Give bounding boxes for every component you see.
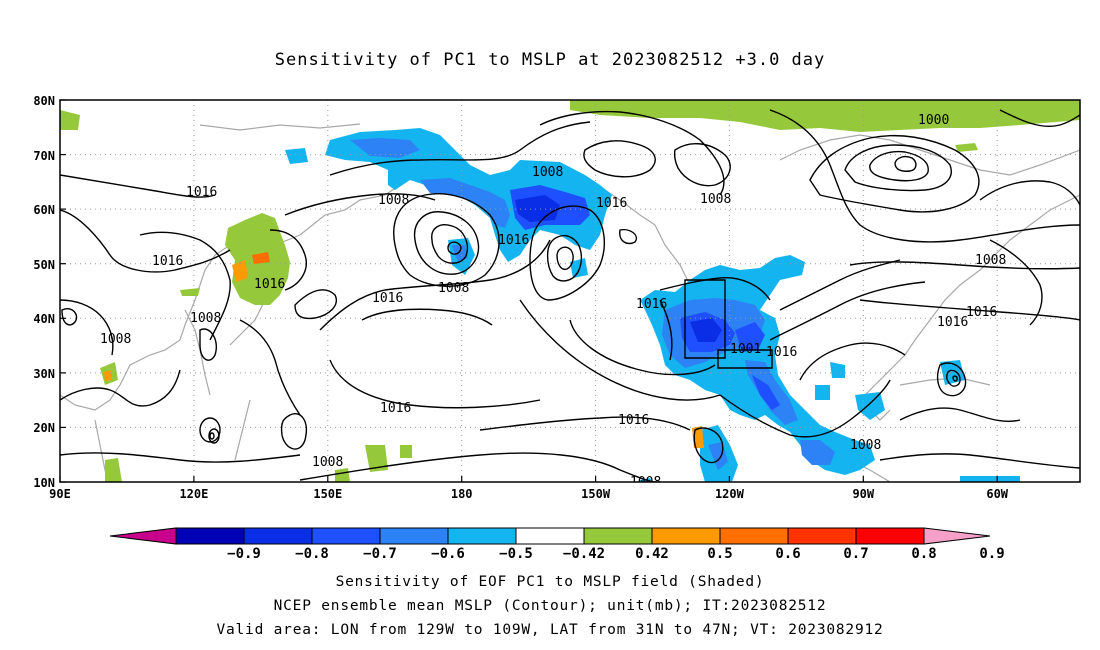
lat-label-60n: 60N: [33, 203, 55, 217]
lon-ticks: [59, 476, 998, 482]
colorbar-swatch: [583, 527, 653, 545]
colorbar-swatch: [447, 527, 517, 545]
colorbar-swatch: [379, 527, 449, 545]
contour-label-w2: 1016: [152, 254, 183, 269]
contour-labels: 1016 1016 1016 1008 1008 1008 1008 1008 …: [100, 113, 1006, 490]
colorbar-swatch: [651, 527, 721, 545]
colorbar-label: 0.8: [911, 546, 936, 562]
colorbar-swatch: [311, 527, 381, 545]
contour-label-c1: 1008: [378, 193, 409, 208]
contour-label-e7: 1016: [966, 305, 997, 320]
lat-label-40n: 40N: [33, 312, 55, 326]
contour-label-c10: 1016: [618, 413, 649, 428]
lat-ticks: [60, 99, 66, 483]
contour-label-c9: 1008: [700, 192, 731, 207]
lat-label-20n: 20N: [33, 421, 55, 435]
contour-label-e8: 1008: [850, 438, 881, 453]
contour-label-e6: 1016: [937, 315, 968, 330]
colorbar-swatch: [515, 527, 585, 545]
map-frame: [59, 99, 1081, 483]
lon-label-150e: 150E: [313, 487, 342, 501]
colorbar-swatch: [787, 527, 857, 545]
lat-label-30n: 30N: [33, 367, 55, 381]
colorbar-label: 0.42: [635, 546, 669, 562]
contour-label-c3: 1016: [372, 291, 403, 306]
colorbar-label: 0.9: [979, 546, 1004, 562]
contour-label-w1: 1016: [186, 185, 217, 200]
colorbar-label: −0.5: [499, 546, 533, 562]
contour-label-w3: 1016: [254, 277, 285, 292]
mslp-contours: [60, 109, 1080, 482]
colorbar-swatch: [243, 527, 313, 545]
lon-label-120w: 120W: [715, 487, 745, 501]
contour-label-w5: 1008: [100, 332, 131, 347]
colorbar-label: −0.8: [295, 546, 329, 562]
chart-title: Sensitivity of PC1 to MSLP at 2023082512…: [274, 50, 826, 70]
contour-label-w4: 1008: [190, 311, 221, 326]
caption-line-1: Sensitivity of EOF PC1 to MSLP field (Sh…: [335, 574, 765, 590]
colorbar-under-triangle: [109, 527, 177, 545]
colorbar-label: −0.6: [431, 546, 465, 562]
contour-label-c6: 1016: [498, 233, 529, 248]
contour-label-c5: 1008: [532, 165, 563, 180]
contour-label-e2: 1000: [918, 113, 949, 128]
map-area: 1016 1016 1016 1008 1008 1008 1008 1008 …: [60, 100, 1080, 490]
colorbar-swatch: [719, 527, 789, 545]
caption-line-3: Valid area: LON from 129W to 109W, LAT f…: [216, 622, 884, 638]
lon-label-120e: 120E: [179, 487, 208, 501]
lon-label-90e: 90E: [49, 487, 71, 501]
contour-label-c2: 1008: [438, 281, 469, 296]
colorbar-label: −0.42: [563, 546, 605, 562]
lon-label-90w: 90W: [852, 487, 874, 501]
lon-label-60w: 60W: [986, 487, 1008, 501]
lon-label-150w: 150W: [581, 487, 611, 501]
contour-label-e3: 1001: [730, 342, 761, 357]
colorbar-swatch: [855, 527, 925, 545]
colorbar-over-triangle: [923, 527, 991, 545]
graticule: [60, 100, 1080, 482]
colorbar-swatch: [175, 527, 245, 545]
contour-label-e5: 1008: [975, 253, 1006, 268]
contour-label-c4: 1016: [380, 401, 411, 416]
lat-label-10n: 10N: [33, 476, 55, 490]
lat-label-70n: 70N: [33, 149, 55, 163]
contour-label-w6: 1008: [312, 455, 343, 470]
contour-label-e1: 1008: [630, 475, 661, 490]
caption-line-2: NCEP ensemble mean MSLP (Contour); unit(…: [273, 598, 827, 614]
contour-label-c7: 1016: [596, 196, 627, 211]
lat-label-50n: 50N: [33, 258, 55, 272]
colorbar-label: 0.7: [843, 546, 868, 562]
contour-label-c8: 1016: [636, 297, 667, 312]
colorbar: −0.9 −0.8 −0.7 −0.6 −0.5 −0.42 0.42 0.5 0.6 0.7 0.…: [109, 527, 1005, 562]
colorbar-label: 0.5: [707, 546, 732, 562]
contour-label-e4: 1016: [766, 345, 797, 360]
lat-label-80n: 80N: [33, 94, 55, 108]
lon-label-180: 180: [451, 487, 473, 501]
colorbar-label: −0.7: [363, 546, 397, 562]
colorbar-label: −0.9: [227, 546, 261, 562]
colorbar-label: 0.6: [775, 546, 800, 562]
lat-labels: 80N 70N 60N 50N 40N 30N 20N 10N: [33, 94, 55, 490]
lon-labels: 90E 120E 150E 180 150W 120W 90W 60W: [49, 487, 1009, 501]
